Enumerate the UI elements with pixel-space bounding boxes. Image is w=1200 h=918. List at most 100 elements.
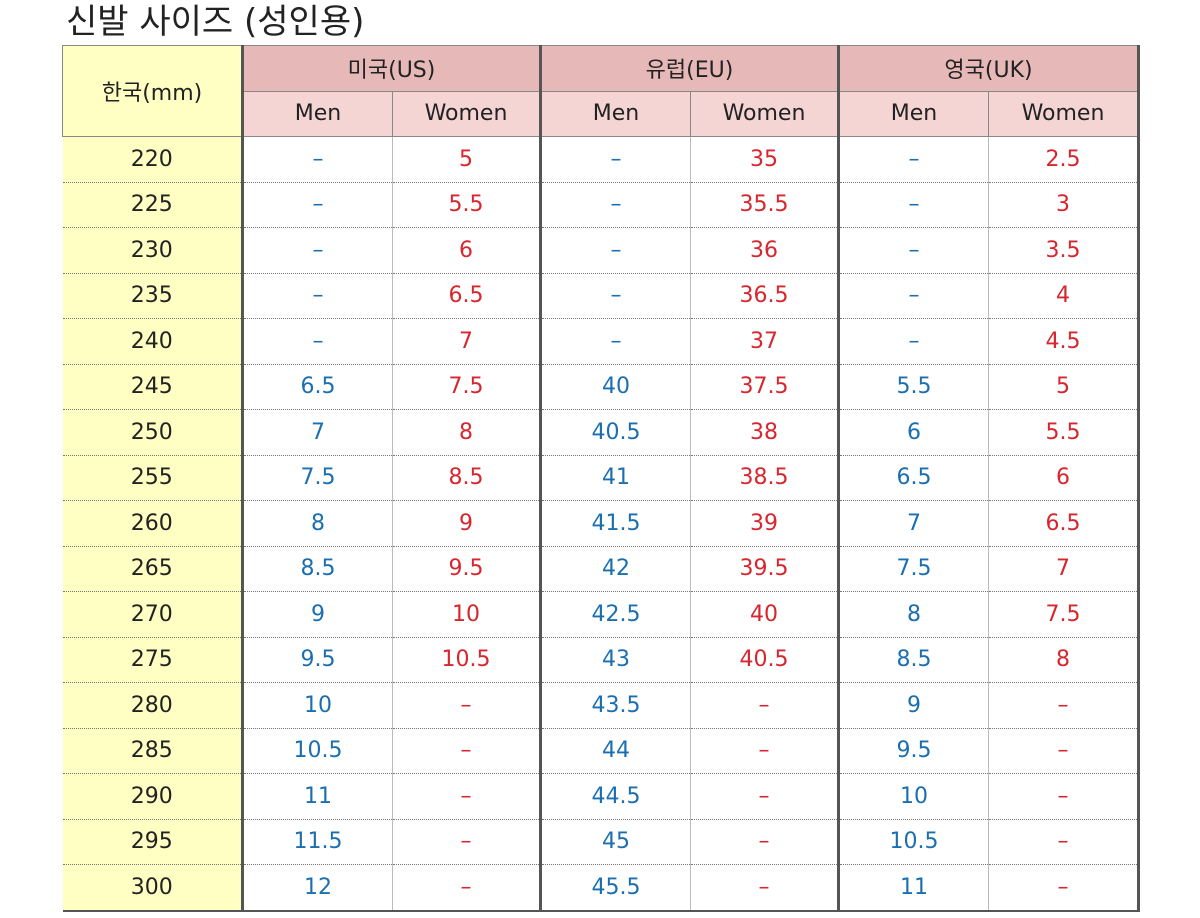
group-header: 영국(UK) [838, 45, 1140, 92]
table-row: 220–5–35–2.5 [62, 136, 1140, 183]
size-mm: 255 [62, 455, 244, 501]
size-cell: 40 [540, 364, 691, 410]
size-cell: – [392, 682, 542, 729]
size-cell: 11.5 [242, 819, 393, 865]
sub-row: Men Women Men Women Men Women [63, 90, 1140, 137]
size-cell: 12 [242, 864, 393, 912]
size-cell: 36.5 [690, 273, 840, 319]
size-cell: – [242, 136, 393, 183]
size-mm: 280 [62, 682, 244, 729]
size-cell: 9.5 [838, 728, 989, 774]
size-cell: – [540, 182, 691, 228]
size-cell: 44.5 [540, 773, 691, 820]
size-cell: – [690, 773, 840, 820]
size-cell: 9.5 [242, 637, 393, 683]
sub-header: Men [838, 90, 989, 137]
size-cell: 9 [838, 682, 989, 729]
size-cell: – [690, 864, 840, 912]
size-cell: 45.5 [540, 864, 691, 912]
size-cell: – [540, 136, 691, 183]
size-cell: 8 [392, 409, 542, 456]
size-cell: 7.5 [838, 546, 989, 592]
size-cell: 11 [838, 864, 989, 912]
size-cell: 42.5 [540, 591, 691, 638]
size-cell: – [242, 227, 393, 274]
size-cell: 6.5 [988, 500, 1140, 547]
table-row: 290 11–44.5–10– [62, 773, 1140, 820]
size-cell: – [540, 318, 691, 365]
size-mm: 245 [62, 364, 244, 410]
size-cell: – [392, 819, 542, 865]
size-mm: 270 [62, 591, 244, 638]
size-mm: 240 [62, 318, 244, 365]
size-cell: 5 [392, 136, 542, 183]
size-cell: – [838, 227, 989, 274]
size-mm: 230 [62, 227, 244, 274]
size-cell: 6 [988, 455, 1140, 501]
size-cell: 10 [392, 591, 542, 638]
size-cell: – [988, 728, 1140, 774]
table-row: 295 11.5–45–10.5– [62, 819, 1140, 865]
title: 신발 사이즈 (성인용) [66, 2, 365, 42]
size-cell: – [392, 773, 542, 820]
size-cell: 10.5 [392, 637, 542, 683]
size-cell: – [242, 273, 393, 319]
size-cell: 7 [392, 318, 542, 365]
sub-header: Men [540, 90, 691, 137]
size-cell: – [838, 273, 989, 319]
size-cell: – [690, 682, 840, 729]
size-cell: 9.5 [392, 546, 542, 592]
size-cell: 36 [690, 227, 840, 274]
size-cell: 5 [988, 364, 1140, 410]
table-row: 235–6.5–36.5–4 [62, 273, 1140, 319]
size-cell: – [988, 682, 1140, 729]
size-cell: 8 [838, 591, 989, 638]
size-cell: 6 [392, 227, 542, 274]
sub-header: Men [242, 90, 393, 137]
size-cell: 37 [690, 318, 840, 365]
size-cell: 42 [540, 546, 691, 592]
table-row: 225–5.5–35.5–3 [62, 182, 1140, 228]
size-cell: 9 [242, 591, 393, 638]
size-cell: 6.5 [838, 455, 989, 501]
size-cell: 5.5 [988, 409, 1140, 456]
size-cell: 8 [988, 637, 1140, 683]
size-cell: 6.5 [392, 273, 542, 319]
table-row: 280 10–43.5–9– [62, 682, 1140, 729]
size-cell: 39 [690, 500, 840, 547]
size-cell: – [540, 273, 691, 319]
size-table: 한국(mm) 미국(US) 유럽(EU) 영국(UK) Men Women Men Wom… [62, 45, 1140, 912]
table-row: 245 6.5 7.5 40 37.5 5.5 5 [62, 364, 1140, 410]
size-cell: 10.5 [242, 728, 393, 774]
size-cell: 8.5 [242, 546, 393, 592]
size-cell: 41.5 [540, 500, 691, 547]
table-row: 250 7 8 40.5 38 6 5.5 [62, 409, 1140, 456]
sub-header: Women [690, 90, 840, 137]
size-cell: 3 [988, 182, 1140, 228]
size-mm: 295 [62, 819, 244, 865]
group-header: 미국(US) [242, 45, 542, 92]
sub-header: Women [392, 90, 542, 137]
table-row: 260 8 9 41.5 39 7 6.5 [62, 500, 1140, 547]
size-cell: 10.5 [838, 819, 989, 865]
size-cell: – [242, 318, 393, 365]
size-mm: 275 [62, 637, 244, 683]
size-cell: 45 [540, 819, 691, 865]
table-row: 255 7.5 8.5 41 38.5 6.5 6 [62, 455, 1140, 501]
size-cell: 10 [838, 773, 989, 820]
group-row: 한국(mm) 미국(US) 유럽(EU) 영국(UK) [62, 45, 1140, 137]
table-row: 270 9 10 42.5 40 8 7.5 [62, 591, 1140, 638]
size-mm: 250 [62, 409, 244, 456]
size-cell: 40 [690, 591, 840, 638]
table-row: 265 8.5 9.5 42 39.5 7.5 7 [62, 546, 1140, 592]
size-mm: 220 [62, 136, 244, 183]
size-mm: 290 [62, 773, 244, 820]
size-cell: – [540, 227, 691, 274]
size-cell: 44 [540, 728, 691, 774]
size-cell: – [838, 136, 989, 183]
size-cell: 4 [988, 273, 1140, 319]
size-cell: 41 [540, 455, 691, 501]
size-cell: 11 [242, 773, 393, 820]
size-cell: – [838, 318, 989, 365]
